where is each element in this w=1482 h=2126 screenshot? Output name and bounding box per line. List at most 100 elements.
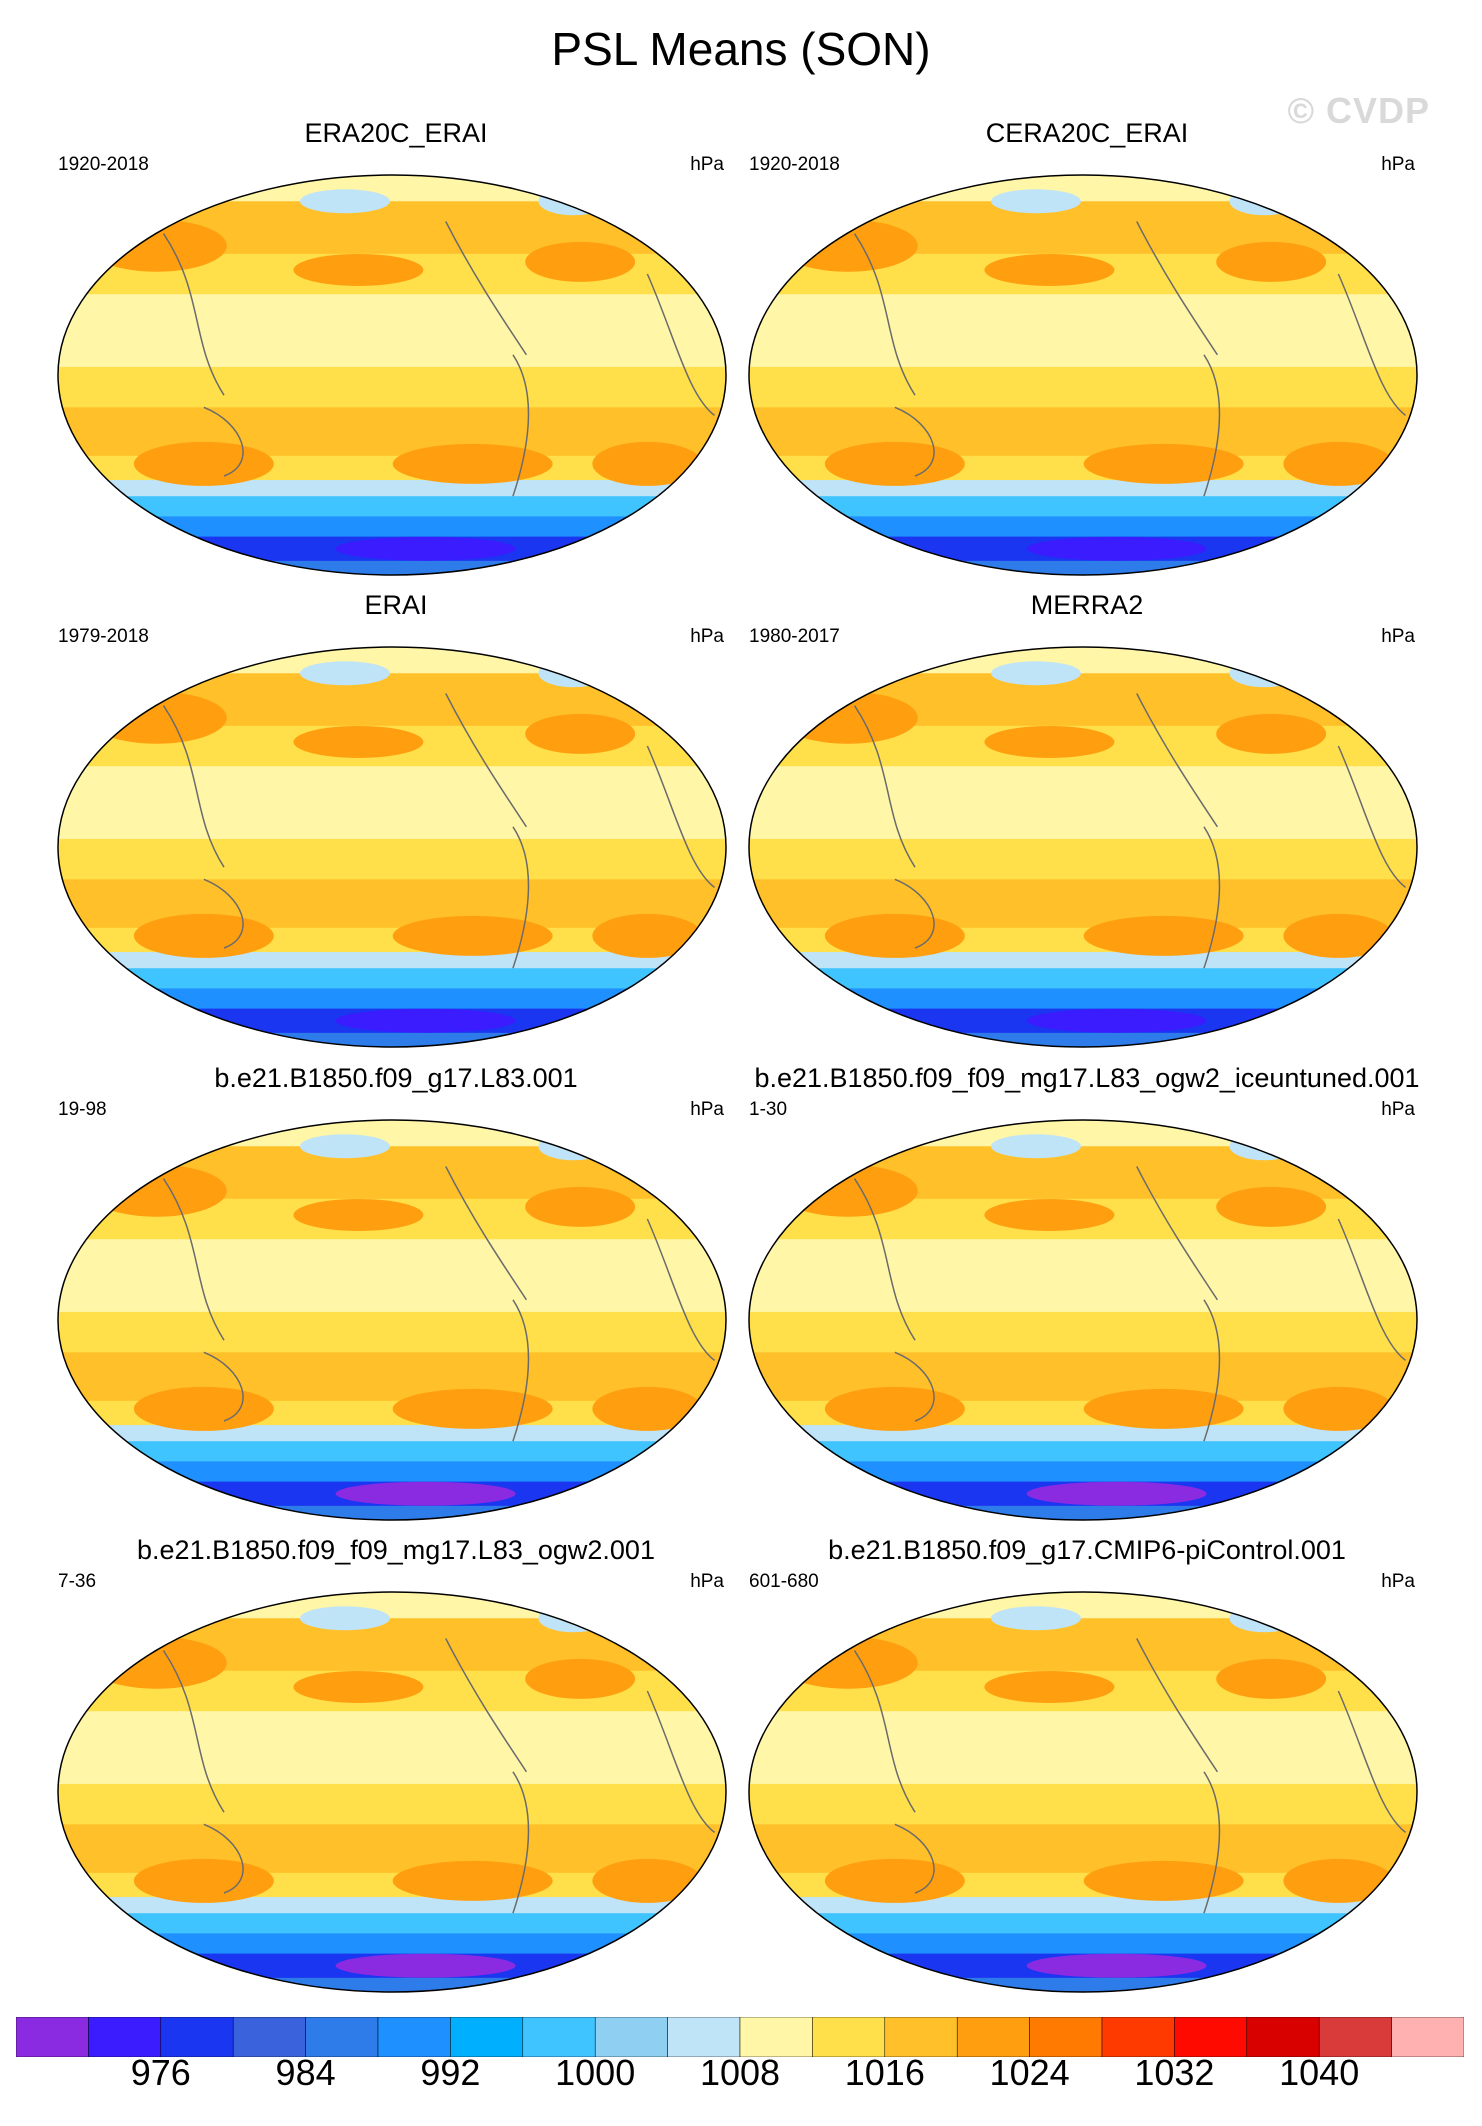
low-pressure-cell	[1229, 659, 1300, 688]
panel-years: 1-30	[749, 1099, 788, 1120]
high-pressure-cell	[984, 1198, 1115, 1231]
low-pressure-cell	[990, 1606, 1081, 1631]
colorbar-swatch	[667, 2017, 741, 2057]
high-pressure-cell	[1283, 1858, 1394, 1903]
panel-unit: hPa	[1381, 154, 1415, 175]
high-pressure-cell	[392, 1860, 553, 1901]
map-panel: b.e21.B1850.f09_f09_mg17.L83_ogw2_iceunt…	[747, 1063, 1427, 1523]
panel-unit: hPa	[690, 1571, 724, 1592]
pressure-band	[749, 1913, 1417, 1935]
high-pressure-cell	[592, 913, 703, 958]
pressure-band	[58, 1933, 726, 1955]
high-pressure-cell	[824, 1386, 965, 1431]
deep-low-cell	[335, 1953, 516, 1978]
high-pressure-cell	[777, 691, 918, 744]
pressure-band	[749, 1441, 1417, 1463]
map-plot	[748, 646, 1418, 1048]
high-pressure-cell	[525, 241, 636, 282]
pressure-band	[58, 1441, 726, 1463]
low-pressure-cell	[299, 1134, 390, 1159]
high-pressure-cell	[293, 1198, 424, 1231]
map-panel: CERA20C_ERAI 1920-2018 hPa	[747, 118, 1427, 578]
pressure-band	[749, 1120, 1417, 1148]
pressure-band	[58, 1120, 726, 1148]
low-pressure-cell	[299, 661, 390, 686]
map-plot	[748, 1119, 1418, 1521]
high-pressure-cell	[777, 1636, 918, 1689]
pressure-band	[749, 516, 1417, 538]
colorbar-tick-label: 1008	[699, 2052, 781, 2093]
map-panel: MERRA2 1980-2017 hPa	[747, 590, 1427, 1050]
map-plot	[57, 1591, 727, 1993]
high-pressure-cell	[777, 1164, 918, 1217]
panel-years: 1980-2017	[749, 626, 840, 647]
colorbar-swatch	[377, 2017, 451, 2057]
high-pressure-cell	[984, 253, 1115, 286]
high-pressure-cell	[824, 913, 965, 958]
low-pressure-cell	[299, 1606, 390, 1631]
high-pressure-cell	[984, 725, 1115, 758]
deep-low-cell	[1026, 536, 1207, 561]
high-pressure-cell	[133, 441, 274, 486]
pressure-band	[749, 766, 1417, 840]
high-pressure-cell	[525, 1186, 636, 1227]
high-pressure-cell	[525, 1658, 636, 1699]
coastline	[853, 221, 1407, 497]
pressure-band	[58, 838, 726, 881]
high-pressure-cell	[1216, 1186, 1327, 1227]
coastline	[853, 1638, 1407, 1914]
low-pressure-cell	[538, 1604, 609, 1633]
pressure-band	[58, 1711, 726, 1785]
coastline	[853, 693, 1407, 969]
pressure-band	[749, 988, 1417, 1010]
colorbar-swatch	[305, 2017, 379, 2057]
colorbar-swatch	[450, 2017, 524, 2057]
pressure-band	[58, 1783, 726, 1826]
map-plot	[57, 1119, 727, 1521]
pressure-band	[58, 1592, 726, 1620]
pressure-band	[749, 175, 1417, 203]
colorbar-swatch	[16, 2017, 89, 2057]
map-plot	[748, 1591, 1418, 1993]
high-pressure-cell	[592, 1386, 703, 1431]
colorbar-swatch	[1174, 2017, 1248, 2057]
panel-title: b.e21.B1850.f09_f09_mg17.L83_ogw2.001	[137, 1535, 655, 1565]
colorbar-tick-label: 976	[130, 2052, 191, 2093]
low-pressure-cell	[538, 659, 609, 688]
colorbar-swatch	[522, 2017, 596, 2057]
coastline	[162, 1638, 716, 1914]
coastline	[162, 221, 716, 497]
high-pressure-cell	[1083, 915, 1244, 956]
panel-unit: hPa	[1381, 1571, 1415, 1592]
colorbar-swatch	[884, 2017, 958, 2057]
high-pressure-cell	[1283, 913, 1394, 958]
map-border	[748, 646, 1418, 1048]
pressure-band	[749, 1461, 1417, 1483]
pressure-band	[58, 988, 726, 1010]
panel-unit: hPa	[1381, 626, 1415, 647]
pressure-band	[749, 1311, 1417, 1354]
map-panel: ERAI 1979-2018 hPa	[56, 590, 736, 1050]
colorbar-swatch	[1029, 2017, 1103, 2057]
high-pressure-cell	[824, 441, 965, 486]
deep-low-cell	[1026, 1481, 1207, 1506]
high-pressure-cell	[86, 691, 227, 744]
colorbar-swatch	[812, 2017, 886, 2057]
pressure-band	[749, 1239, 1417, 1313]
map-border	[57, 1591, 727, 1993]
pressure-band	[749, 968, 1417, 990]
low-pressure-cell	[1229, 187, 1300, 216]
pressure-band	[58, 1913, 726, 1935]
pressure-band	[749, 1933, 1417, 1955]
high-pressure-cell	[392, 915, 553, 956]
deep-low-cell	[335, 1008, 516, 1033]
pressure-band	[58, 516, 726, 538]
colorbar-tick-label: 1016	[844, 2052, 925, 2093]
low-pressure-cell	[990, 661, 1081, 686]
high-pressure-cell	[592, 1858, 703, 1903]
colorbar-swatch	[956, 2017, 1030, 2057]
map-border	[748, 1119, 1418, 1521]
high-pressure-cell	[293, 253, 424, 286]
high-pressure-cell	[1216, 241, 1327, 282]
colorbar-swatch	[594, 2017, 668, 2057]
